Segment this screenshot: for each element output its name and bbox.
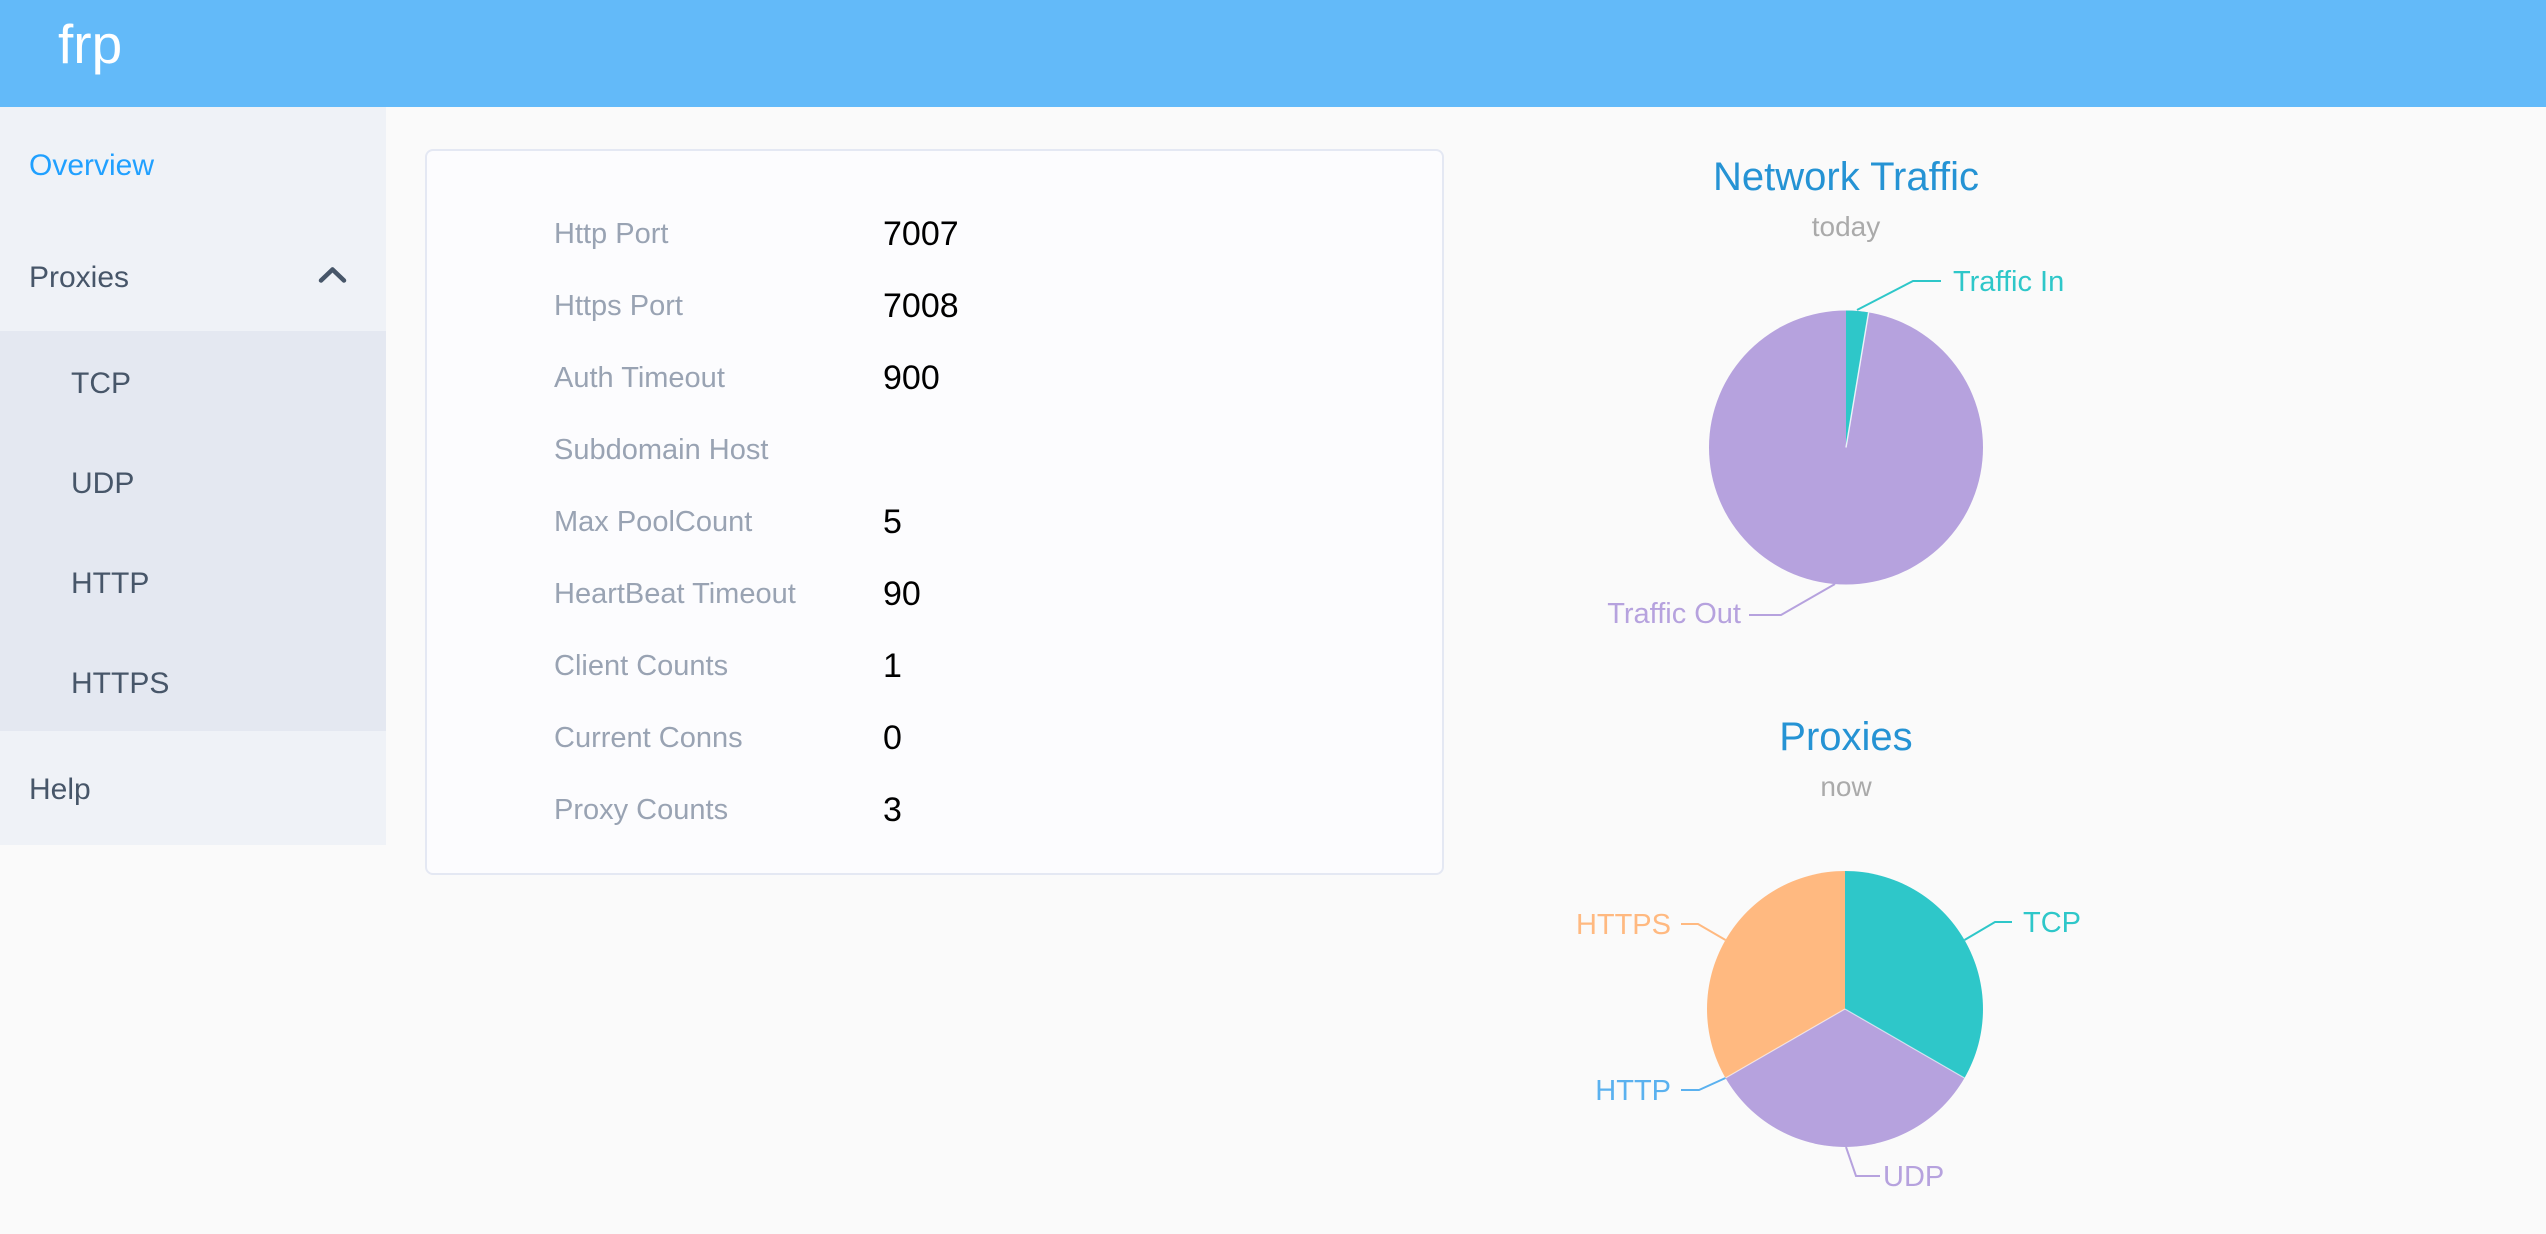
svg-text:now: now [1820, 771, 1872, 802]
svg-text:Network Traffic: Network Traffic [1713, 155, 1979, 199]
svg-text:HTTPS: HTTPS [1576, 909, 1671, 941]
svg-text:Proxies: Proxies [1779, 715, 1912, 759]
svg-text:Traffic Out: Traffic Out [1607, 598, 1741, 630]
svg-text:TCP: TCP [2023, 907, 2081, 939]
svg-text:HTTP: HTTP [1595, 1075, 1671, 1107]
svg-text:today: today [1812, 211, 1881, 242]
svg-text:Traffic In: Traffic In [1953, 266, 2064, 298]
svg-text:UDP: UDP [1883, 1161, 1944, 1193]
